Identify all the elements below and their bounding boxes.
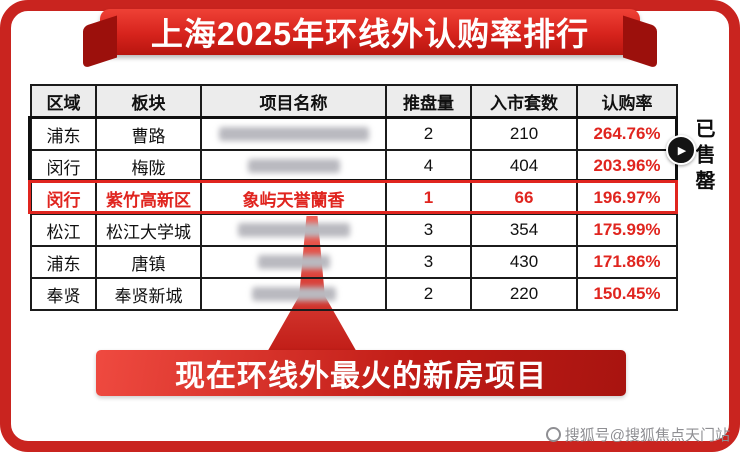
banner-text: 现在环线外最火的新房项目 [175,360,547,393]
blurred-project-name [247,159,340,173]
region-cell: 奉贤 [30,277,97,311]
rate-cell: 196.97% [576,181,678,215]
launched-cell: 3 [385,213,472,247]
table-row-highlighted: 闵行 紫竹高新区 象屿天誉蘭香 1 66 196.97% [30,181,678,215]
header-row: 区域 板块 项目名称 推盘量 入市套数 认购率 [30,84,678,119]
project-cell [200,277,387,311]
sector-cell: 奉贤新城 [95,277,202,311]
listed-cell: 66 [470,181,578,215]
column-header-region: 区域 [30,84,97,119]
rate-cell: 203.96% [576,149,678,183]
sohu-watermark-icon [545,427,561,442]
sector-cell: 紫竹高新区 [95,181,202,215]
rate-cell: 150.45% [576,277,678,311]
table-row: 浦东 唐镇 3 430 171.86% [30,245,678,279]
column-header-listed: 入市套数 [470,84,578,119]
project-cell [200,213,387,247]
rate-cell: 171.86% [576,245,678,279]
sector-cell: 唐镇 [95,245,202,279]
play-icon: ▶ [677,144,687,157]
rate-cell: 264.76% [576,117,678,151]
launched-cell: 4 [385,149,472,183]
sector-cell: 松江大学城 [95,213,202,247]
sector-cell: 梅陇 [95,149,202,183]
listed-cell: 210 [470,117,578,151]
blurred-project-name [257,255,330,269]
region-cell: 浦东 [30,245,97,279]
page-title: 上海2025年环线外认购率排行 [150,16,590,52]
launched-cell: 3 [385,245,472,279]
listed-cell: 404 [470,149,578,183]
project-cell [200,149,387,183]
launched-cell: 2 [385,277,472,311]
column-header-launched: 推盘量 [385,84,472,119]
launched-cell: 1 [385,181,472,215]
sector-cell: 曹路 [95,117,202,151]
table-row: 浦东 曹路 2 210 264.76% [30,117,678,151]
rate-cell: 175.99% [576,213,678,247]
column-header-sector: 板块 [95,84,202,119]
project-cell: 象屿天誉蘭香 [200,181,387,215]
blurred-project-name [237,223,350,237]
listed-cell: 354 [470,213,578,247]
title-ribbon: 上海2025年环线外认购率排行 [100,9,640,55]
project-cell [200,245,387,279]
launched-cell: 2 [385,117,472,151]
ranking-table-wrap: 区域 板块 项目名称 推盘量 入市套数 认购率 浦东 曹路 2 210 264.… [28,84,678,311]
bottom-banner: 现在环线外最火的新房项目 [96,350,626,396]
table-row: 松江 松江大学城 3 354 175.99% [30,213,678,247]
blurred-project-name [218,127,369,141]
watermark: 搜狐号@搜狐焦点天门站 [545,424,730,445]
table-row: 奉贤 奉贤新城 2 220 150.45% [30,277,678,311]
project-cell [200,117,387,151]
listed-cell: 430 [470,245,578,279]
table-row: 闵行 梅陇 4 404 203.96% [30,149,678,183]
region-cell: 闵行 [30,149,97,183]
listed-cell: 220 [470,277,578,311]
region-cell: 松江 [30,213,97,247]
region-cell: 浦东 [30,117,97,151]
watermark-text: 搜狐号@搜狐焦点天门站 [564,427,730,444]
blurred-project-name [251,287,336,301]
column-header-rate: 认购率 [576,84,678,119]
play-button[interactable]: ▶ [666,135,696,165]
sold-out-label: 已售罄 [692,118,714,196]
column-header-project: 项目名称 [200,84,387,119]
ranking-table: 区域 板块 项目名称 推盘量 入市套数 认购率 浦东 曹路 2 210 264.… [30,84,678,311]
region-cell: 闵行 [30,181,97,215]
